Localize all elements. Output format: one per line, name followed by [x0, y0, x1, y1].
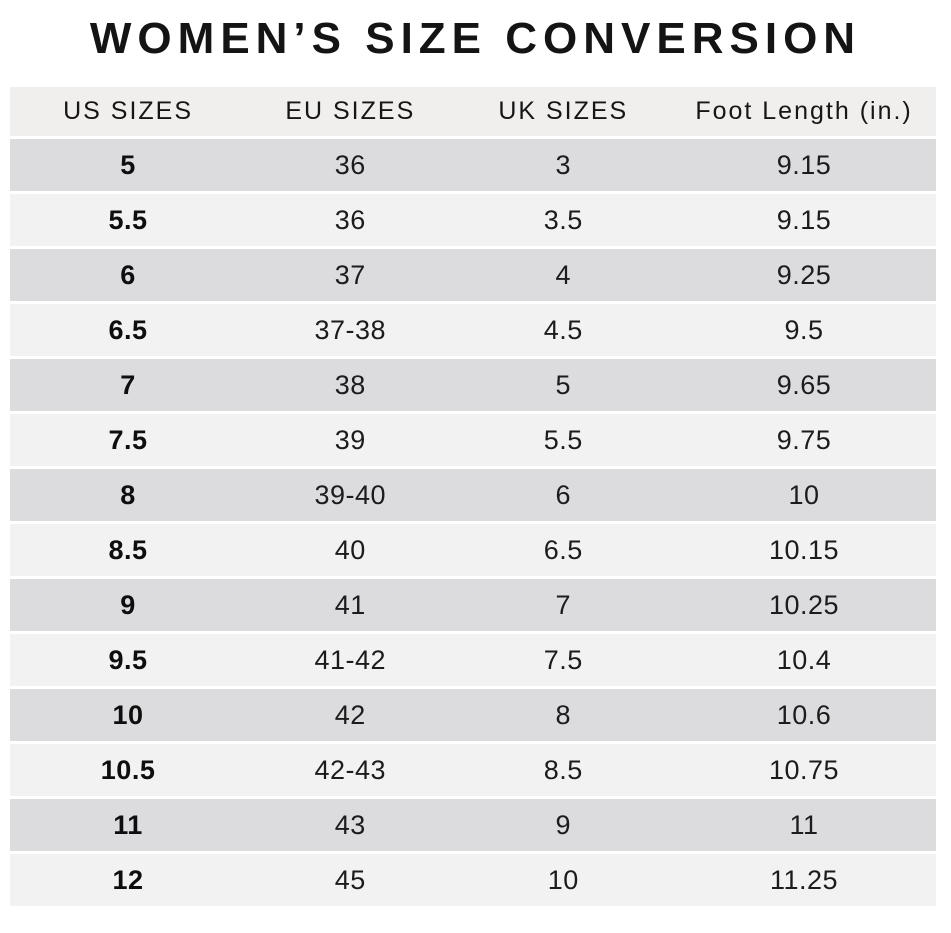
cell-uk-size: 6	[454, 469, 673, 522]
cell-foot-length: 9.25	[672, 249, 936, 302]
cell-foot-length: 10	[672, 469, 936, 522]
cell-eu-size: 36	[246, 194, 455, 247]
table-body: 5 36 3 9.15 5.5 36 3.5 9.15 6 37 4 9.25 6.5 37-38 4.5 9…	[10, 139, 936, 907]
table-row: 10.5 42-43 8.5 10.75	[10, 744, 936, 797]
cell-eu-size: 41	[246, 579, 455, 632]
table-row: 5.5 36 3.5 9.15	[10, 194, 936, 247]
size-conversion-page: WOMEN’S SIZE CONVERSION US SIZES EU SIZES…	[0, 14, 951, 909]
header-row: US SIZES EU SIZES UK SIZES Foot Length (in.…	[10, 87, 936, 137]
column-header-eu-size: EU SIZES	[246, 87, 455, 137]
table-row: 10 42 8 10.6	[10, 689, 936, 742]
cell-us-size: 9.5	[10, 634, 247, 687]
cell-foot-length: 10.4	[672, 634, 936, 687]
cell-us-size: 8	[10, 469, 247, 522]
table-row: 9 41 7 10.25	[10, 579, 936, 632]
cell-uk-size: 5.5	[454, 414, 673, 467]
cell-foot-length: 9.5	[672, 304, 936, 357]
cell-foot-length: 9.75	[672, 414, 936, 467]
cell-uk-size: 7.5	[454, 634, 673, 687]
cell-eu-size: 43	[246, 799, 455, 852]
table-row: 12 45 10 11.25	[10, 854, 936, 907]
cell-uk-size: 3	[454, 139, 673, 192]
cell-us-size: 6.5	[10, 304, 247, 357]
cell-eu-size: 40	[246, 524, 455, 577]
cell-uk-size: 3.5	[454, 194, 673, 247]
table-row: 7.5 39 5.5 9.75	[10, 414, 936, 467]
cell-eu-size: 38	[246, 359, 455, 412]
table-row: 5 36 3 9.15	[10, 139, 936, 192]
column-header-foot-length: Foot Length (in.)	[672, 87, 936, 137]
column-header-us-size: US SIZES	[10, 87, 247, 137]
table-row: 9.5 41-42 7.5 10.4	[10, 634, 936, 687]
cell-us-size: 10	[10, 689, 247, 742]
cell-us-size: 5.5	[10, 194, 247, 247]
cell-foot-length: 10.6	[672, 689, 936, 742]
cell-foot-length: 9.65	[672, 359, 936, 412]
cell-eu-size: 39-40	[246, 469, 455, 522]
cell-foot-length: 9.15	[672, 194, 936, 247]
table-head: US SIZES EU SIZES UK SIZES Foot Length (in.…	[10, 87, 936, 137]
cell-eu-size: 41-42	[246, 634, 455, 687]
cell-us-size: 7	[10, 359, 247, 412]
cell-uk-size: 6.5	[454, 524, 673, 577]
cell-foot-length: 9.15	[672, 139, 936, 192]
size-conversion-table: US SIZES EU SIZES UK SIZES Foot Length (in.…	[10, 84, 936, 909]
cell-uk-size: 8	[454, 689, 673, 742]
cell-us-size: 12	[10, 854, 247, 907]
table-row: 8 39-40 6 10	[10, 469, 936, 522]
table-wrap: US SIZES EU SIZES UK SIZES Foot Length (in.…	[0, 84, 951, 909]
cell-us-size: 7.5	[10, 414, 247, 467]
cell-us-size: 10.5	[10, 744, 247, 797]
cell-foot-length: 10.25	[672, 579, 936, 632]
cell-eu-size: 45	[246, 854, 455, 907]
cell-us-size: 11	[10, 799, 247, 852]
cell-uk-size: 8.5	[454, 744, 673, 797]
column-header-uk-size: UK SIZES	[454, 87, 673, 137]
page-title: WOMEN’S SIZE CONVERSION	[89, 14, 862, 63]
table-row: 8.5 40 6.5 10.15	[10, 524, 936, 577]
cell-eu-size: 42	[246, 689, 455, 742]
cell-uk-size: 10	[454, 854, 673, 907]
cell-foot-length: 11	[672, 799, 936, 852]
cell-eu-size: 37-38	[246, 304, 455, 357]
cell-uk-size: 4.5	[454, 304, 673, 357]
cell-uk-size: 4	[454, 249, 673, 302]
table-row: 7 38 5 9.65	[10, 359, 936, 412]
cell-us-size: 6	[10, 249, 247, 302]
table-row: 11 43 9 11	[10, 799, 936, 852]
cell-us-size: 5	[10, 139, 247, 192]
cell-foot-length: 10.15	[672, 524, 936, 577]
cell-uk-size: 5	[454, 359, 673, 412]
cell-eu-size: 42-43	[246, 744, 455, 797]
cell-foot-length: 11.25	[672, 854, 936, 907]
table-row: 6.5 37-38 4.5 9.5	[10, 304, 936, 357]
cell-us-size: 9	[10, 579, 247, 632]
cell-eu-size: 37	[246, 249, 455, 302]
table-row: 6 37 4 9.25	[10, 249, 936, 302]
cell-eu-size: 39	[246, 414, 455, 467]
cell-eu-size: 36	[246, 139, 455, 192]
cell-uk-size: 7	[454, 579, 673, 632]
cell-uk-size: 9	[454, 799, 673, 852]
cell-foot-length: 10.75	[672, 744, 936, 797]
cell-us-size: 8.5	[10, 524, 247, 577]
